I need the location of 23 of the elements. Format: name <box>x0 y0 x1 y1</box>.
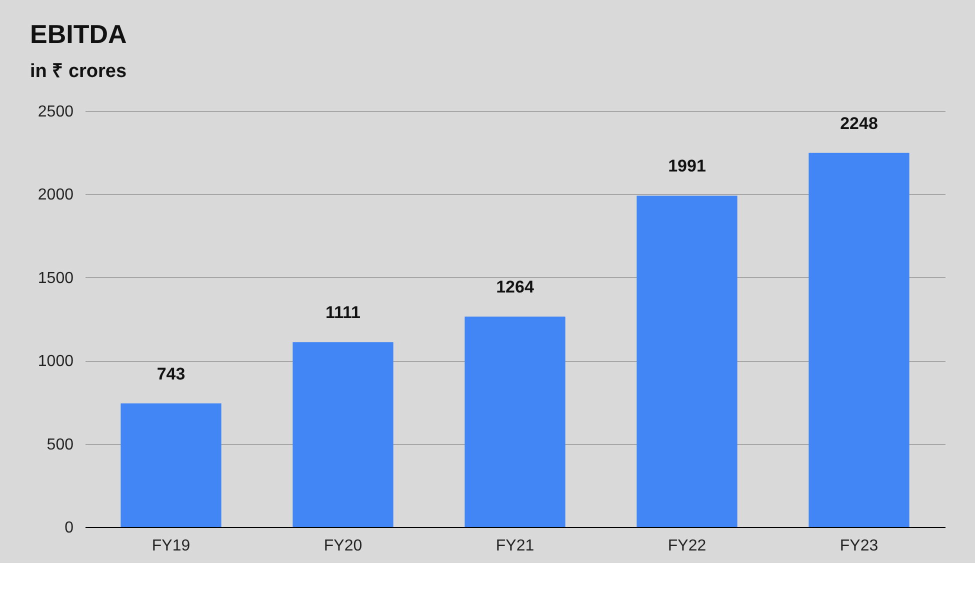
bar <box>636 196 738 527</box>
data-label: 1991 <box>668 156 706 176</box>
bar <box>464 316 566 527</box>
x-tick-label: FY21 <box>496 538 534 554</box>
y-tick-label: 0 <box>64 520 74 536</box>
y-tick-label: 2500 <box>38 104 74 120</box>
chart-subtitle: in ₹ crores <box>30 61 127 82</box>
data-label: 743 <box>156 364 186 384</box>
x-tick-label: FY20 <box>324 538 362 554</box>
x-tick-label: FY22 <box>668 538 706 554</box>
data-label: 1111 <box>325 303 361 322</box>
y-tick-label: 1500 <box>38 270 74 287</box>
y-tick-label: 500 <box>46 436 74 454</box>
chart-title: EBITDA <box>30 19 127 49</box>
bar <box>292 342 394 527</box>
bar <box>808 152 910 527</box>
y-tick-label: 2000 <box>38 186 74 204</box>
x-tick-label: FY19 <box>152 538 190 554</box>
bar <box>120 403 222 527</box>
data-label: 1264 <box>496 278 534 297</box>
y-tick-label: 1000 <box>38 353 74 370</box>
data-label: 2248 <box>840 114 878 133</box>
x-tick-label: FY23 <box>840 538 878 554</box>
